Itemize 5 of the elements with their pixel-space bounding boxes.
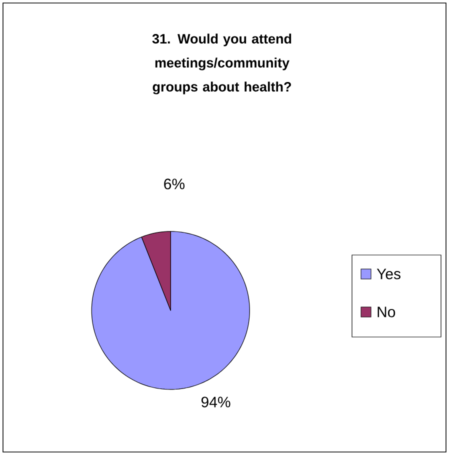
legend-label: Yes xyxy=(376,268,400,280)
data-label: 94% xyxy=(201,396,230,408)
chart-title: 31. Would you attend meetings/community groups about health? xyxy=(152,34,292,94)
data-label: 6% xyxy=(164,178,184,190)
legend-label: No xyxy=(378,306,396,318)
